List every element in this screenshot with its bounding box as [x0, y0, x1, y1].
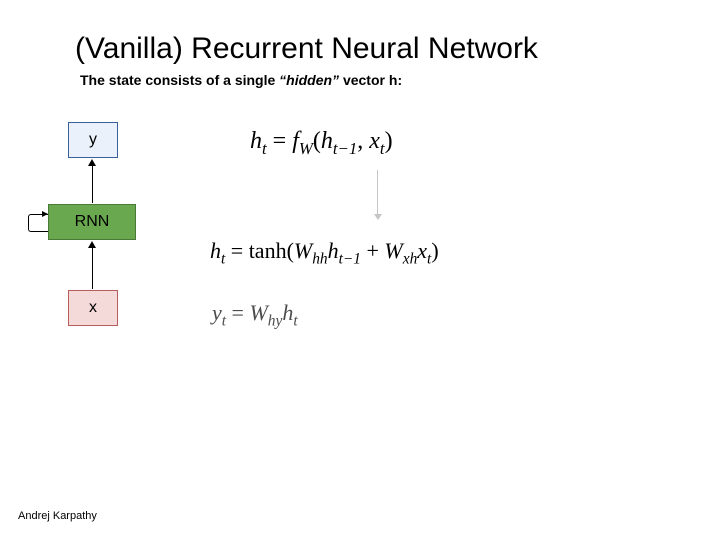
- arrow-rnn-to-y-line: [92, 165, 93, 203]
- box-y: y: [68, 122, 118, 158]
- eq1-close: ): [385, 128, 393, 154]
- eq3-rhs-var: h: [282, 300, 293, 325]
- box-y-label: y: [89, 131, 97, 149]
- slide-title: (Vanilla) Recurrent Neural Network: [75, 32, 538, 66]
- eq1-sep: ,: [357, 128, 369, 154]
- box-x: x: [68, 290, 118, 326]
- eq2-a2: x: [417, 238, 427, 263]
- eq2-w1: W: [294, 238, 312, 263]
- eq1-fn: f: [292, 128, 299, 154]
- eq2-close: ): [431, 238, 438, 263]
- eq1-fn-sub: W: [299, 139, 313, 158]
- box-rnn: RNN: [48, 204, 136, 240]
- eq3-rhs-sub: t: [293, 312, 297, 329]
- eq1-arg1: h: [321, 128, 333, 154]
- eq3-equals: =: [226, 300, 249, 325]
- equation-3: yt = Whyht: [212, 300, 298, 330]
- subtitle-prefix: The state consists of a single: [80, 72, 279, 88]
- equation-2: ht = tanh(Whhht−1 + Wxhxt): [210, 238, 439, 268]
- box-rnn-label: RNN: [75, 213, 110, 231]
- eq1-arg2: x: [369, 128, 380, 154]
- eq3-lhs-var: y: [212, 300, 222, 325]
- subtitle-suffix: :: [397, 72, 402, 88]
- eq1-arg1-sub: t−1: [333, 139, 357, 158]
- arrow-eq1-to-eq2-line: [377, 170, 378, 215]
- eq3-w: W: [249, 300, 267, 325]
- eq1-equals: =: [267, 128, 293, 154]
- arrow-eq1-to-eq2-head: [374, 214, 382, 220]
- eq1-open: (: [313, 128, 321, 154]
- equation-1: ht = fW(ht−1, xt): [250, 128, 393, 159]
- eq3-w-sub: hy: [268, 312, 283, 329]
- slide-subtitle: The state consists of a single “hidden” …: [80, 72, 402, 88]
- arrow-x-to-rnn-head: [88, 241, 96, 248]
- subtitle-hidden: “hidden”: [279, 72, 339, 88]
- eq2-plus: +: [361, 238, 384, 263]
- eq2-a1-sub: t−1: [339, 250, 361, 267]
- eq2-a1: h: [328, 238, 339, 263]
- eq2-w2-sub: xh: [403, 250, 418, 267]
- eq2-w1-sub: hh: [312, 250, 327, 267]
- subtitle-mid: vector: [339, 72, 389, 88]
- rnn-self-loop-head: [42, 211, 48, 217]
- attribution: Andrej Karpathy: [18, 510, 97, 522]
- arrow-x-to-rnn-line: [92, 247, 93, 289]
- arrow-rnn-to-y-head: [88, 159, 96, 166]
- eq2-lhs-var: h: [210, 238, 221, 263]
- box-x-label: x: [89, 299, 97, 317]
- eq1-lhs-var: h: [250, 128, 262, 154]
- eq2-w2: W: [384, 238, 402, 263]
- eq2-equals-tanh: = tanh(: [225, 238, 294, 263]
